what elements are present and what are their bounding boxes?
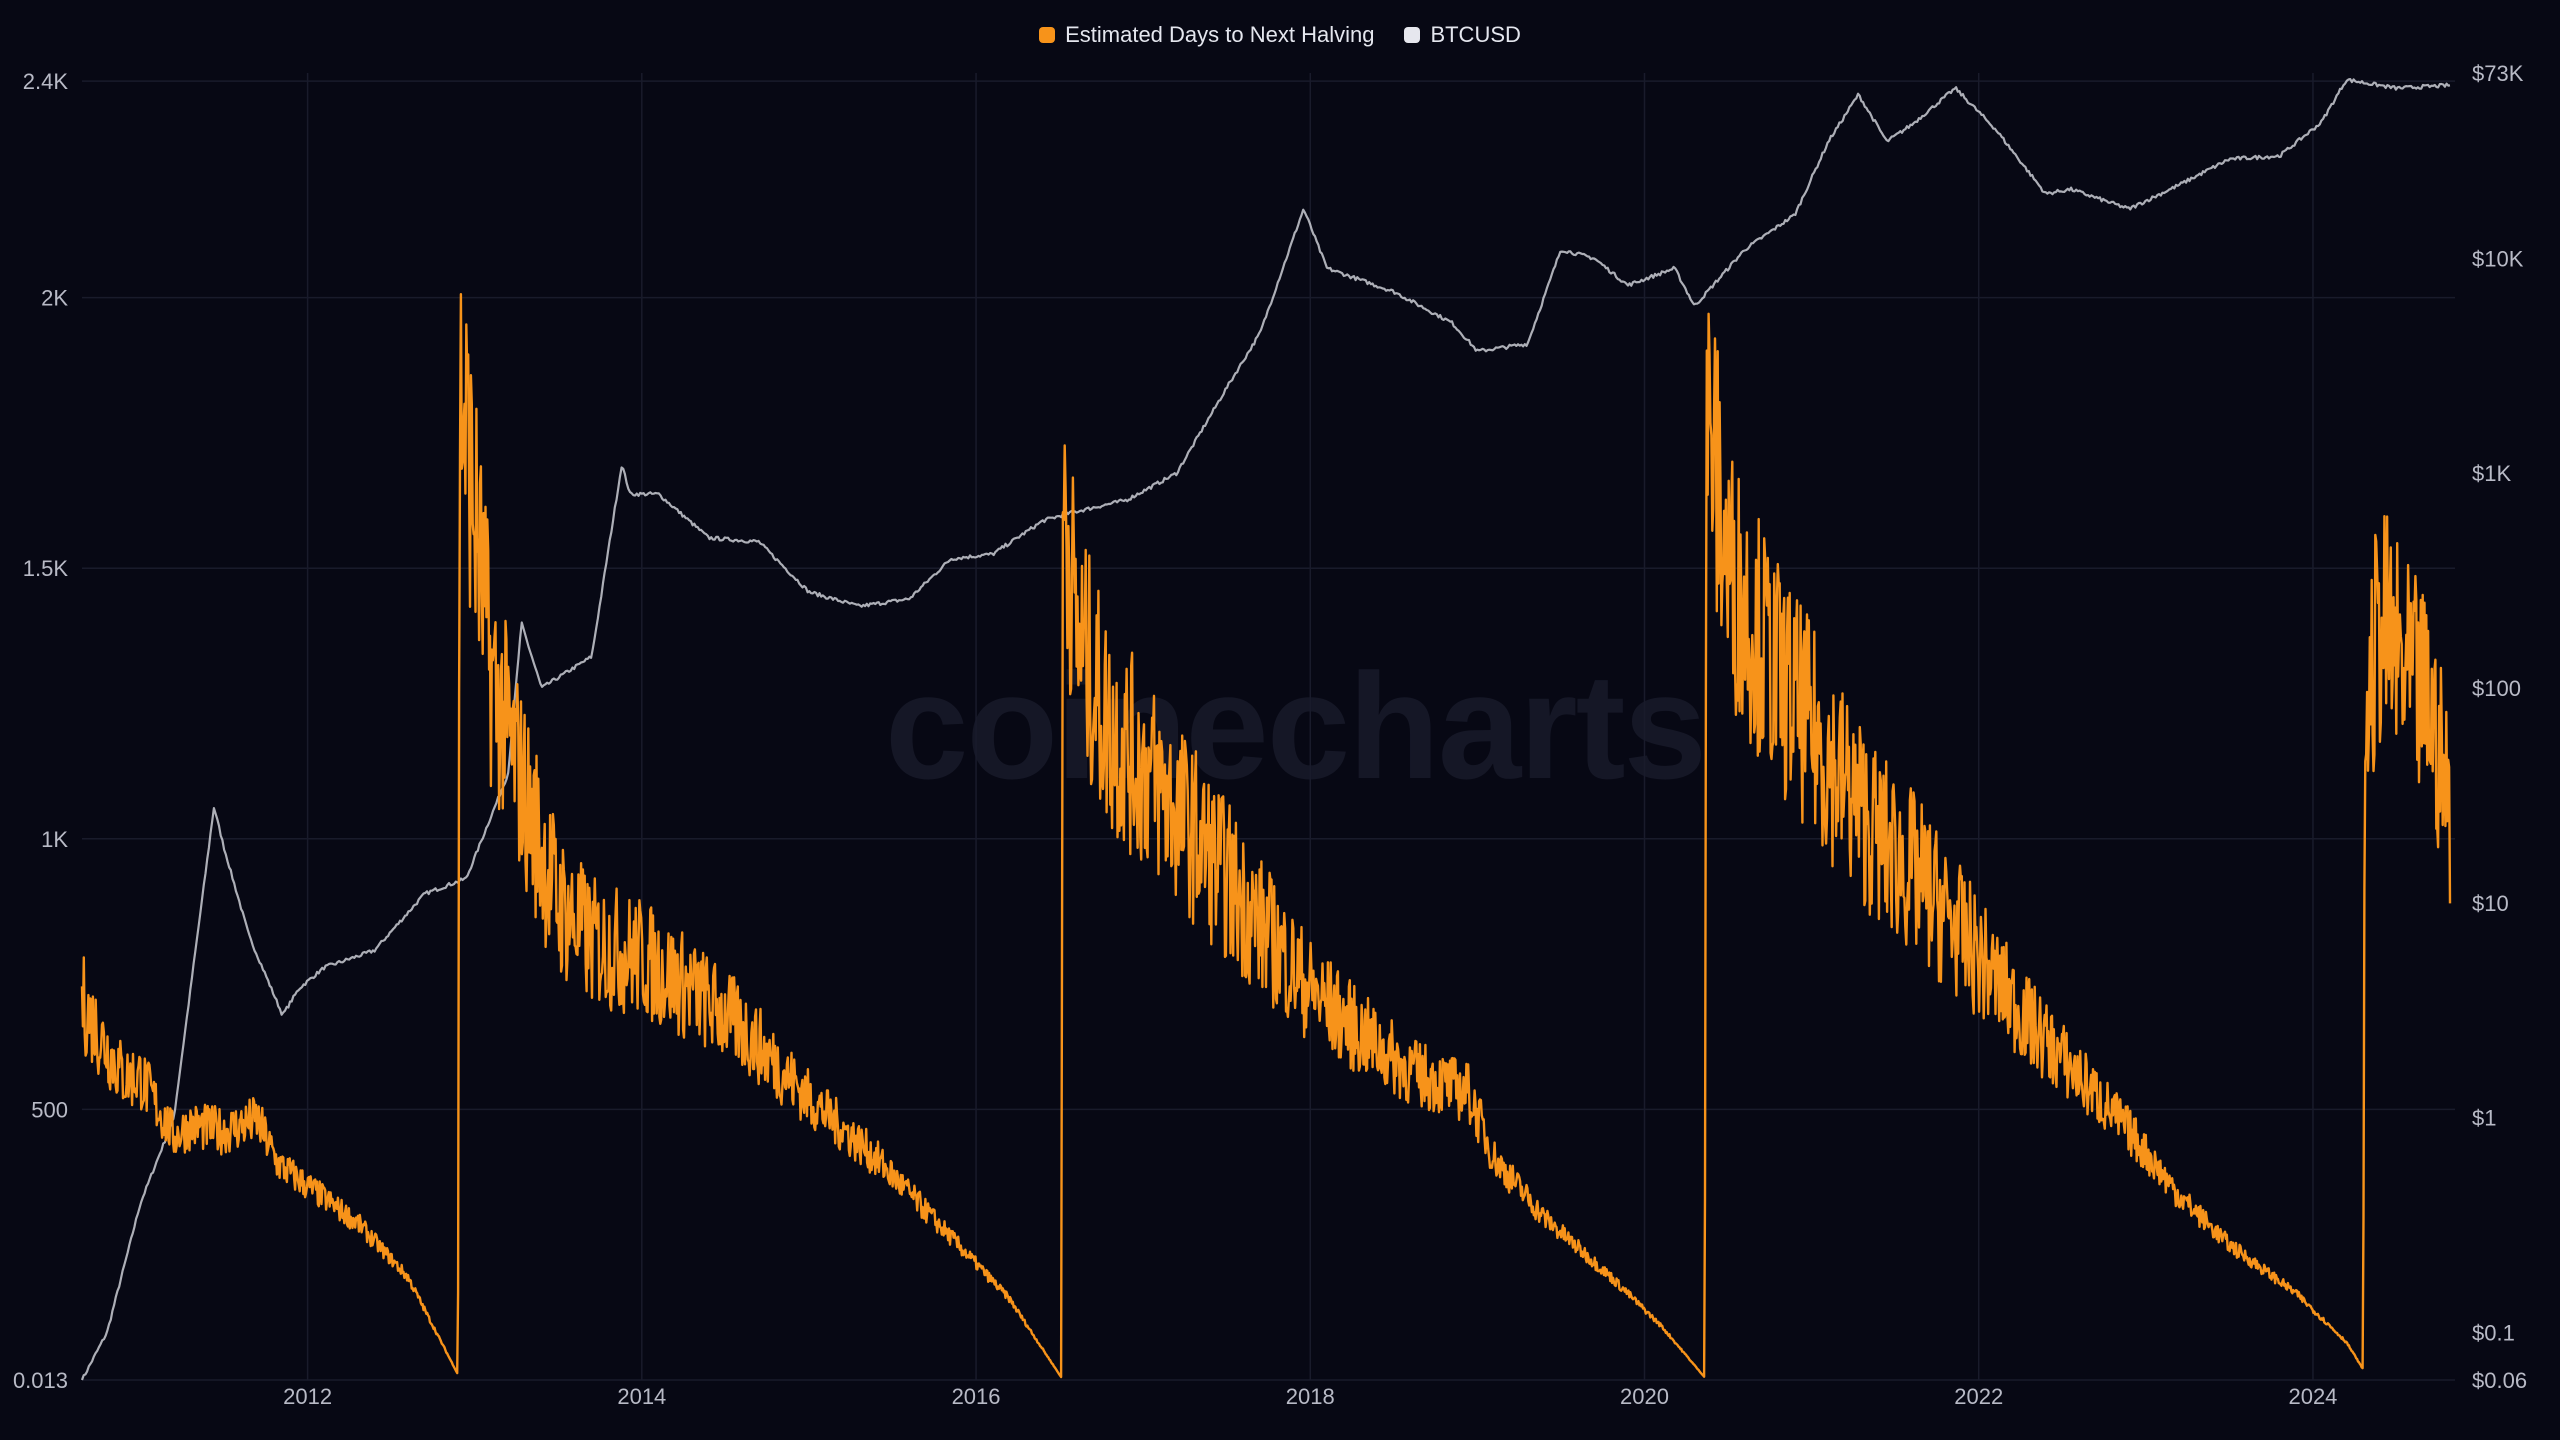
y-left-tick-label: 2K (41, 286, 68, 311)
y-right-tick-label: $100 (2472, 676, 2521, 701)
legend-item-btcusd[interactable]: BTCUSD (1404, 22, 1521, 48)
grid-lines (82, 73, 2455, 1381)
y-left-tick-label: 500 (31, 1097, 68, 1122)
x-tick-label: 2018 (1286, 1384, 1335, 1409)
legend-label-days-to-halving: Estimated Days to Next Halving (1065, 22, 1375, 47)
legend-label-btcusd: BTCUSD (1430, 22, 1521, 47)
x-tick-label: 2012 (283, 1384, 332, 1409)
y-axis-right: $0.06 $0.1 $1 $10 $100 $1K $10K $73K (2472, 61, 2527, 1393)
x-tick-label: 2016 (952, 1384, 1001, 1409)
y-right-tick-label: $10K (2472, 246, 2524, 271)
y-left-tick-label: 2.4K (23, 69, 69, 94)
y-right-tick-label: $1K (2472, 461, 2511, 486)
x-tick-label: 2022 (1954, 1384, 2003, 1409)
y-right-tick-label: $1 (2472, 1106, 2496, 1131)
series-lines (80, 78, 2452, 1381)
y-axis-left: 0.013 500 1K 1.5K 2K 2.4K (13, 69, 68, 1393)
y-right-tick-label: $73K (2472, 61, 2524, 86)
x-tick-label: 2014 (617, 1384, 666, 1409)
legend-item-days-to-halving[interactable]: Estimated Days to Next Halving (1039, 22, 1374, 48)
series-line-days-to-halving (80, 293, 2452, 1379)
series-line-btcusd (80, 78, 2451, 1381)
x-axis: 2012 2014 2016 2018 2020 2022 2024 (283, 1384, 2337, 1409)
y-right-tick-label: $10 (2472, 891, 2509, 916)
x-tick-label: 2024 (2288, 1384, 2337, 1409)
y-left-tick-label: 1K (41, 827, 68, 852)
y-left-tick-label: 1.5K (23, 556, 69, 581)
legend-swatch-white (1404, 27, 1421, 43)
x-tick-label: 2020 (1620, 1384, 1669, 1409)
y-right-tick-label: $0.06 (2472, 1368, 2527, 1393)
y-left-tick-label: 0.013 (13, 1368, 68, 1393)
y-right-tick-label: $0.1 (2472, 1320, 2515, 1345)
chart-legend: Estimated Days to Next Halving BTCUSD (0, 22, 2560, 48)
legend-swatch-orange (1039, 27, 1056, 43)
